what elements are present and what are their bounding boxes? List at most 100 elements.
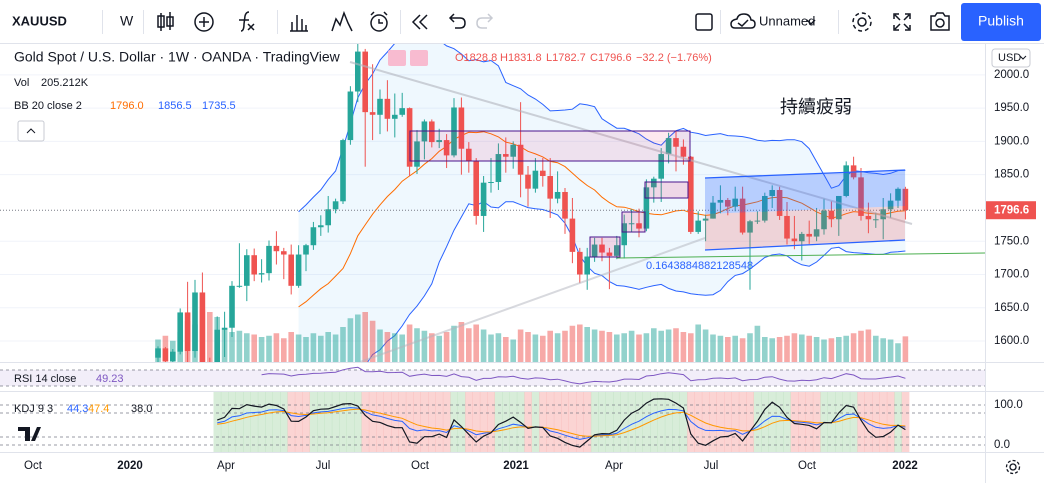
volume-bar	[739, 338, 746, 362]
volume-bar	[806, 335, 812, 362]
volume-bar	[747, 333, 753, 362]
toolbar	[0, 0, 1044, 43]
volume-label: Vol	[14, 77, 29, 89]
undo-button[interactable]	[448, 13, 466, 29]
kdj-shade	[724, 392, 732, 452]
volume-bar	[399, 334, 405, 362]
kdj-shade	[465, 392, 473, 452]
collapse-button[interactable]	[17, 120, 45, 142]
currency[interactable]: USD	[998, 52, 1021, 64]
layout-caret[interactable]	[806, 19, 816, 26]
volume-bar	[562, 330, 568, 362]
settings-button[interactable]	[852, 12, 872, 32]
kdj-shade	[605, 392, 614, 452]
alerts-list-button[interactable]	[331, 10, 353, 32]
tradingview-logo[interactable]	[18, 427, 41, 441]
interval[interactable]: W	[120, 13, 134, 29]
fib-label: 0.1643884882128548	[646, 260, 753, 272]
bb-basis	[298, 131, 906, 308]
channel-border	[704, 169, 906, 251]
volume-bar	[762, 337, 768, 362]
candle-body	[429, 121, 435, 143]
kdj-shade	[346, 392, 355, 452]
kdj-shade	[598, 392, 606, 452]
kdj-shade	[620, 392, 629, 452]
candle-body	[532, 170, 539, 189]
volume-bar	[850, 333, 857, 362]
candle-body	[540, 170, 546, 177]
candle-body	[466, 148, 472, 161]
kdj-j-line	[216, 398, 906, 448]
volume-bar	[310, 333, 317, 362]
publish-button[interactable]	[961, 3, 1041, 41]
candle-body	[184, 312, 191, 352]
bb-label: BB 20 close 2	[14, 100, 82, 112]
volume-bar	[532, 334, 539, 362]
candle-body	[591, 244, 598, 257]
volume-bar	[369, 320, 376, 362]
volume-bar	[421, 330, 428, 362]
kdj-label: KDJ 9 3	[14, 403, 53, 415]
indicators-button[interactable]	[239, 11, 255, 32]
kdj-shade	[368, 392, 377, 452]
candle-body	[584, 256, 590, 275]
volume-bar	[873, 335, 879, 362]
layout-name[interactable]: Unnamed	[759, 13, 815, 28]
volume-value: 205.212K	[41, 77, 89, 89]
candle-body	[658, 154, 664, 179]
volume-bar	[799, 334, 805, 362]
replay-button[interactable]	[411, 14, 428, 30]
time-settings-button[interactable]	[1005, 459, 1021, 475]
kdj-shade	[775, 392, 784, 452]
compare-button[interactable]	[194, 12, 214, 32]
snapshot-button[interactable]	[930, 12, 950, 31]
kdj-shade	[657, 392, 666, 452]
templates-button[interactable]	[290, 15, 308, 32]
rsi-value: 49.23	[96, 373, 124, 385]
x-tick-label: Jul	[704, 460, 719, 472]
candle-body	[177, 312, 183, 352]
trend-line	[616, 252, 985, 259]
volume-bar	[429, 333, 435, 362]
volume-bar	[695, 324, 701, 362]
volume-bar	[436, 335, 442, 362]
kdj-shade	[613, 392, 621, 452]
volume-bar	[606, 332, 613, 362]
publish-label[interactable]: Publish	[978, 13, 1024, 29]
candle-body	[377, 98, 383, 115]
volume-bar	[540, 335, 546, 362]
candle-body	[887, 200, 894, 210]
kdj-shade	[576, 392, 584, 452]
kdj-shade	[524, 392, 532, 452]
kdj-shade	[738, 392, 747, 452]
volume-bar	[281, 338, 287, 362]
alert-button[interactable]	[370, 11, 388, 32]
volume-bar	[503, 337, 509, 362]
symbol[interactable]: XAUUSD	[12, 13, 67, 28]
currency-button[interactable]	[991, 48, 1031, 68]
currency-caret	[1019, 55, 1027, 60]
rsi-line	[261, 366, 906, 385]
volume-bar	[295, 334, 302, 362]
volume-bar	[665, 329, 672, 362]
chart-type-button[interactable]	[157, 12, 174, 31]
volume-bar	[865, 329, 872, 362]
volume-bar	[843, 335, 849, 362]
redo-button	[476, 13, 494, 29]
candle-body	[170, 351, 176, 362]
watchlist-button[interactable]	[695, 13, 713, 31]
candle-body	[606, 252, 613, 256]
candle-body	[784, 215, 790, 239]
range-box	[621, 211, 646, 233]
fullscreen-button[interactable]	[893, 13, 911, 31]
legend-icon[interactable]	[388, 50, 406, 66]
y-tick-label: 1700.0	[994, 269, 1029, 281]
candle-body	[192, 292, 198, 352]
kdj-shade	[635, 392, 643, 452]
volume-bar	[710, 334, 716, 362]
kdj-shade	[857, 392, 865, 452]
candle-body	[858, 177, 864, 216]
legend-icon[interactable]	[410, 50, 428, 66]
kdj-shade	[420, 392, 429, 452]
candle-body	[843, 165, 849, 196]
